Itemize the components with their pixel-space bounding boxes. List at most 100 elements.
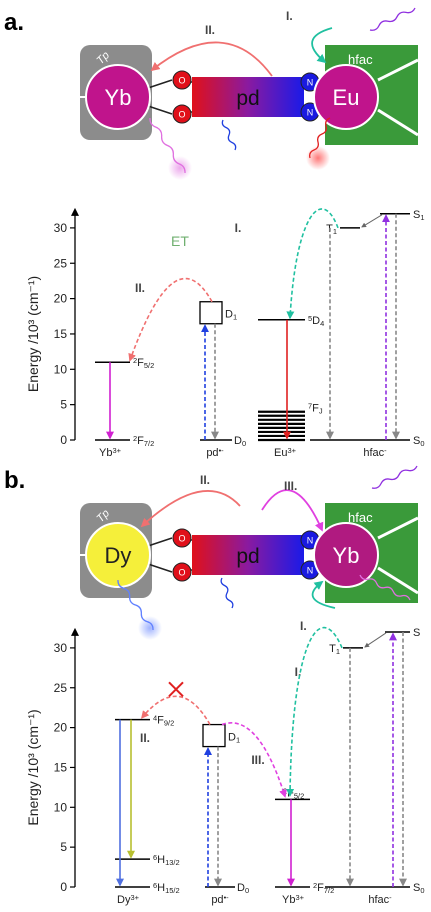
donor-label: O [178, 568, 185, 578]
y-tick-label: 5 [60, 398, 67, 412]
blocked-mark [169, 682, 183, 696]
label-part: 1 [336, 647, 340, 656]
donor-label: O [178, 110, 185, 120]
label-part: J [319, 406, 323, 415]
label-part: pd [211, 894, 223, 906]
level-label: D0 [234, 435, 246, 448]
y-tick-label: 25 [54, 256, 68, 270]
label-part: D [234, 435, 242, 447]
level-label: 2F5/2 [133, 356, 154, 370]
donor-label: N [307, 536, 314, 546]
axis-arrow [71, 208, 79, 216]
label-part: 15/2 [165, 886, 180, 895]
label-part: H [157, 882, 165, 894]
axis-label: Energy /10³ (cm⁻¹) [25, 276, 41, 392]
label-part: S [413, 209, 420, 221]
donor-label: N [307, 108, 314, 118]
label-part: 13/2 [165, 858, 180, 867]
transfer-label: II. [140, 731, 150, 745]
y-tick-label: 20 [54, 292, 68, 306]
label-part: Yb [282, 894, 295, 906]
label-part: 1 [233, 312, 237, 321]
pd-label: pd [236, 87, 259, 110]
arrow [262, 490, 322, 530]
y-tick-label: 10 [54, 362, 68, 376]
label-part: H [157, 854, 165, 866]
photon [372, 466, 417, 488]
label-part: 1 [333, 227, 337, 236]
y-tick-label: 30 [54, 641, 68, 655]
level-label: Eu3+ [274, 446, 296, 459]
label-part: 4 [320, 319, 324, 328]
scheme-arrow-label: II. [205, 23, 215, 37]
metal-right-label: Eu [333, 85, 360, 110]
label-part: 0 [245, 886, 249, 895]
label-part: 9/2 [164, 718, 174, 727]
level-box [200, 302, 222, 324]
label-part: 1 [420, 213, 424, 222]
y-tick-label: 15 [54, 760, 68, 774]
label-part: S [413, 882, 420, 894]
arrow [365, 633, 386, 647]
figure: a.TphfacpdOONNYbEuII.I.051015202530Energ… [0, 0, 431, 912]
level-label: 6H13/2 [153, 853, 180, 867]
axis-arrow [71, 628, 79, 636]
label-part: 5/2 [144, 361, 154, 370]
level-label: 4F9/2 [153, 713, 174, 727]
level-label: hfac- [368, 893, 392, 906]
level-label: T1 [329, 643, 340, 656]
axis-label: Energy /10³ (cm⁻¹) [25, 709, 41, 825]
glow [138, 616, 162, 640]
label-part: hfac [368, 894, 389, 906]
label-part: D [228, 732, 236, 744]
metal-left-label: Yb [105, 85, 132, 110]
label-part: 0 [420, 439, 424, 448]
panel-label: a. [4, 9, 24, 36]
transfer-label: II. [135, 281, 145, 295]
scheme-arrow-label: I. [300, 619, 307, 633]
arrow [142, 491, 240, 526]
photon [370, 8, 415, 30]
label-part: 3+ [130, 893, 139, 902]
y-tick-label: 30 [54, 221, 68, 235]
transfer-label: ET [171, 233, 189, 249]
level-label: 5D4 [308, 314, 324, 328]
label-part: Yb [99, 447, 112, 459]
label-part: 0 [242, 439, 246, 448]
level-label: 6H15/2 [153, 881, 180, 895]
transfer-label: I. [235, 221, 242, 235]
arrow [152, 42, 272, 76]
level-label: 2F7/2 [133, 434, 154, 448]
panel-label: b. [4, 467, 25, 494]
y-tick-label: 0 [60, 433, 67, 447]
donor-label: N [307, 566, 314, 576]
label-part: - [389, 893, 392, 902]
level-label: Dy3+ [117, 893, 139, 906]
scheme-arrow-label: III. [284, 479, 297, 493]
level-label: S1 [413, 209, 425, 222]
label-part: S [413, 627, 420, 639]
y-tick-label: 15 [54, 327, 68, 341]
photon [221, 578, 233, 608]
label-part: - [384, 446, 387, 455]
label-part: 3+ [112, 446, 121, 455]
y-tick-label: 20 [54, 721, 68, 735]
level-label: S [413, 627, 420, 639]
y-tick-label: 10 [54, 800, 68, 814]
level-label: Yb3+ [99, 446, 121, 459]
y-tick-label: 5 [60, 840, 67, 854]
pd-label: pd [236, 545, 259, 568]
level-label: D1 [225, 309, 237, 322]
level-label: D0 [237, 882, 249, 895]
donor-label: N [307, 78, 314, 88]
label-part: D [225, 309, 233, 321]
level-label: Yb3+ [282, 893, 304, 906]
label-part: Dy [117, 894, 131, 906]
label-part: 5/2 [294, 791, 304, 800]
label-part: Eu [274, 447, 287, 459]
level-box [203, 725, 225, 747]
label-part: •- [224, 893, 230, 902]
level-label: 7FJ [308, 402, 323, 416]
level-label: 2F5/2 [283, 786, 304, 800]
label-part: 1 [236, 735, 240, 744]
